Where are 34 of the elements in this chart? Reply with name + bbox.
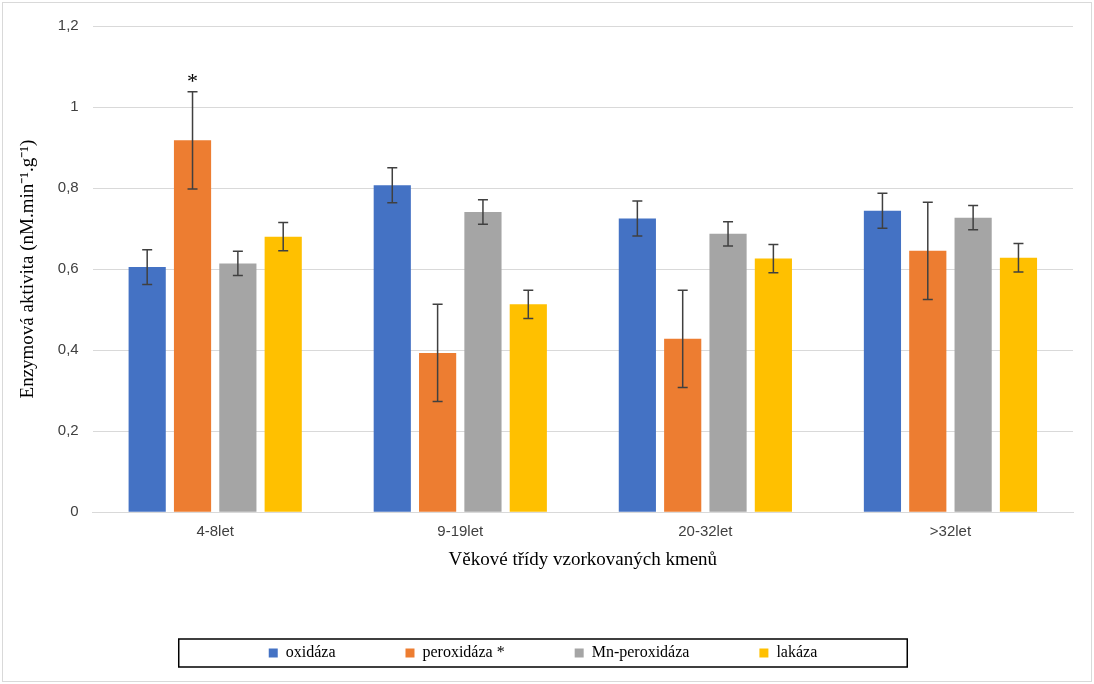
y-tick-label: 0 [70, 502, 79, 520]
bar [863, 210, 902, 512]
y-tick-label: 0,8 [57, 178, 79, 196]
x-tick-label: 20-32let [678, 522, 734, 540]
bar [264, 236, 302, 512]
y-tick-label: 0,6 [57, 259, 79, 277]
bar [464, 211, 502, 512]
legend-label: Mn-peroxidáza [591, 643, 690, 662]
bar [754, 258, 792, 512]
bar [664, 338, 702, 512]
y-tick-label: 0,2 [57, 421, 79, 439]
bar [173, 140, 212, 512]
bar [373, 185, 411, 512]
y-axis-title: Enzymová aktivita (nM.min⁻¹.g⁻¹) [16, 139, 39, 399]
x-tick-label: 4-8let [196, 522, 235, 540]
x-axis-title: Věkové třídy vzorkovaných kmenů [448, 547, 718, 569]
bar [509, 304, 547, 512]
x-tick-label: >32let [929, 522, 972, 540]
legend-label: peroxidáza * [422, 643, 505, 662]
legend-label: lakáza [776, 643, 818, 661]
bar [128, 267, 166, 512]
bar [999, 257, 1038, 512]
x-tick-label: 9-19let [437, 522, 485, 540]
bar [618, 218, 656, 512]
legend-label: oxidáza [285, 643, 336, 661]
bar [909, 250, 947, 512]
y-tick-label: 0,4 [57, 340, 79, 358]
annotation: * [187, 68, 199, 94]
y-tick-label: 1 [70, 97, 79, 115]
bar [709, 233, 747, 512]
bar [419, 352, 457, 512]
bar [954, 217, 992, 512]
y-tick-label: 1,2 [57, 16, 79, 34]
bar [219, 263, 257, 512]
